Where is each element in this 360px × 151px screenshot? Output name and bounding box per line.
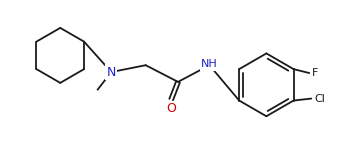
Text: N: N xyxy=(107,66,116,79)
Text: F: F xyxy=(312,68,319,78)
Text: O: O xyxy=(166,102,176,115)
Text: Cl: Cl xyxy=(314,94,325,104)
Text: NH: NH xyxy=(201,59,218,69)
